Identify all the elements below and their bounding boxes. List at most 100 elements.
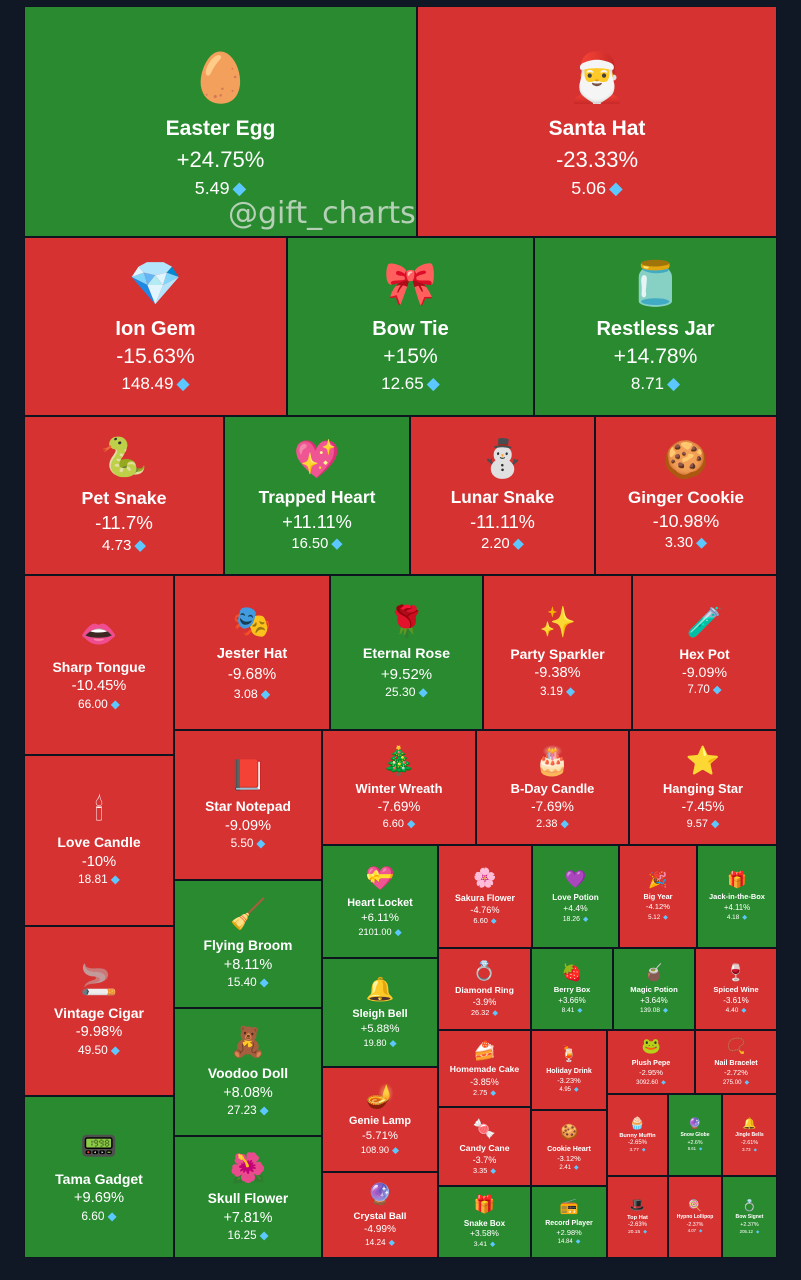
tile-holiday-drink[interactable]: 🍹 Holiday Drink -3.23% 4.95 ◆ xyxy=(531,1030,607,1110)
tile-ginger-cookie[interactable]: 🍪 Ginger Cookie -10.98% 3.30 ◆ xyxy=(595,416,777,575)
tile-price: 205.12 ◆ xyxy=(740,1229,760,1234)
plush-pepe-icon: 🐸 xyxy=(641,1038,661,1056)
tile-cookie-heart[interactable]: 🍪 Cookie Heart -3.12% 2.41 ◆ xyxy=(531,1110,607,1186)
tile-star-notepad[interactable]: 📕 Star Notepad -9.09% 5.50 ◆ xyxy=(174,730,322,880)
tile-jack-in-the-box[interactable]: 🎁 Jack-in-the-Box +4.11% 4.18 ◆ xyxy=(697,845,777,948)
tile-price: 4.07 ◆ xyxy=(688,1228,703,1234)
diamond-icon: ◆ xyxy=(490,916,497,926)
price-value: 4.40 xyxy=(725,1006,739,1014)
tile-eternal-rose[interactable]: 🌹 Eternal Rose +9.52% 25.30 ◆ xyxy=(330,575,483,730)
tile-change: +4.4% xyxy=(563,903,588,914)
tile-spiced-wine[interactable]: 🍷 Spiced Wine -3.61% 4.40 ◆ xyxy=(695,948,777,1030)
tile-name: Cookie Heart xyxy=(547,1144,591,1153)
tile-jingle-bells[interactable]: 🔔 Jingle Bells -2.61% 3.73 ◆ xyxy=(722,1094,777,1176)
record-player-icon: 📻 xyxy=(559,1198,579,1216)
tile-love-potion[interactable]: 💜 Love Potion +4.4% 18.26 ◆ xyxy=(532,845,619,948)
tile-change: +8.08% xyxy=(223,1084,273,1101)
tile-restless-jar[interactable]: 🫙 Restless Jar +14.78% 8.71 ◆ xyxy=(534,237,777,416)
tile-diamond-ring[interactable]: 💍 Diamond Ring -3.9% 26.32 ◆ xyxy=(438,948,531,1030)
tile-plush-pepe[interactable]: 🐸 Plush Pepe -2.95% 3092.60 ◆ xyxy=(607,1030,695,1094)
tile-heart-locket[interactable]: 💝 Heart Locket +6.11% 2101.00 ◆ xyxy=(322,845,438,958)
tile-price: 275.00 ◆ xyxy=(723,1079,749,1086)
tile-change: +7.81% xyxy=(223,1209,273,1226)
tile-price: 4.40 ◆ xyxy=(726,1007,747,1014)
tile-b-day-candle[interactable]: 🎂 B-Day Candle -7.69% 2.38 ◆ xyxy=(476,730,629,845)
tile-skull-flower[interactable]: 🌺 Skull Flower +7.81% 16.25 ◆ xyxy=(174,1136,322,1258)
price-value: 3.35 xyxy=(473,1165,488,1175)
star-notepad-icon: 📕 xyxy=(229,759,267,793)
tile-crystal-ball[interactable]: 🔮 Crystal Ball -4.99% 14.24 ◆ xyxy=(322,1172,438,1258)
snow-globe-icon: 🔮 xyxy=(688,1118,702,1131)
bunny-muffin-icon: 🧁 xyxy=(629,1116,646,1131)
diamond-icon: ◆ xyxy=(577,1006,583,1014)
eternal-rose-icon: 🌹 xyxy=(387,605,426,639)
tile-price: 4.18 ◆ xyxy=(727,914,747,921)
tile-name: Ginger Cookie xyxy=(628,488,744,508)
tile-big-year[interactable]: 🎉 Big Year -4.12% 5.12 ◆ xyxy=(619,845,697,948)
tile-name: Nail Bracelet xyxy=(714,1058,758,1067)
tile-name: Magic Potion xyxy=(630,984,678,994)
tile-love-candle[interactable]: 🕯 Love Candle -10% 18.81 ◆ xyxy=(24,755,174,926)
tile-genie-lamp[interactable]: 🪔 Genie Lamp -5.71% 108.90 ◆ xyxy=(322,1067,438,1172)
tile-price: 5.12 ◆ xyxy=(648,914,668,921)
tile-hanging-star[interactable]: ⭐ Hanging Star -7.45% 9.57 ◆ xyxy=(629,730,777,845)
tile-ion-gem[interactable]: 💎 Ion Gem -15.63% 148.49 ◆ xyxy=(24,237,287,416)
tile-sakura-flower[interactable]: 🌸 Sakura Flower -4.76% 6.60 ◆ xyxy=(438,845,532,948)
tile-bow-tie[interactable]: 🎀 Bow Tie +15% 12.65 ◆ xyxy=(287,237,534,416)
tile-pet-snake[interactable]: 🐍 Pet Snake -11.7% 4.73 ◆ xyxy=(24,416,224,575)
tile-name: Genie Lamp xyxy=(349,1114,411,1127)
tile-party-sparkler[interactable]: ✨ Party Sparkler -9.38% 3.19 ◆ xyxy=(483,575,632,730)
tile-lunar-snake[interactable]: ⛄ Lunar Snake -11.11% 2.20 ◆ xyxy=(410,416,595,575)
tile-price: 18.26 ◆ xyxy=(563,916,589,924)
price-value: 8.41 xyxy=(561,1006,575,1014)
tile-change: -3.12% xyxy=(557,1153,581,1163)
tile-name: Lunar Snake xyxy=(450,487,555,507)
tile-voodoo-doll[interactable]: 🧸 Voodoo Doll +8.08% 27.23 ◆ xyxy=(174,1008,322,1136)
tile-vintage-cigar[interactable]: 🚬 Vintage Cigar -9.98% 49.50 ◆ xyxy=(24,926,174,1096)
tile-jester-hat[interactable]: 🎭 Jester Hat -9.68% 3.08 ◆ xyxy=(174,575,330,730)
diamond-icon: ◆ xyxy=(259,976,269,990)
tile-change: +4.11% xyxy=(723,903,751,913)
tile-nail-bracelet[interactable]: 📿 Nail Bracelet -2.72% 275.00 ◆ xyxy=(695,1030,777,1094)
price-value: 9.57 xyxy=(686,817,708,830)
tile-bow-signet[interactable]: 💍 Bow Signet +2.37% 205.12 ◆ xyxy=(722,1176,777,1258)
tile-top-hat[interactable]: 🎩 Top Hat -2.63% 20.15 ◆ xyxy=(607,1176,668,1258)
tile-price: 4.95 ◆ xyxy=(559,1087,578,1094)
tile-tama-gadget[interactable]: 📟 Tama Gadget +9.69% 6.60 ◆ xyxy=(24,1096,174,1258)
tile-change: +3.66% xyxy=(558,996,586,1006)
tile-flying-broom[interactable]: 🧹 Flying Broom +8.11% 15.40 ◆ xyxy=(174,880,322,1008)
tile-trapped-heart[interactable]: 💖 Trapped Heart +11.11% 16.50 ◆ xyxy=(224,416,410,575)
tile-hex-pot[interactable]: 🧪 Hex Pot -9.09% 7.70 ◆ xyxy=(632,575,777,730)
diamond-icon: ◆ xyxy=(609,177,623,198)
diamond-icon: ◆ xyxy=(490,1240,496,1248)
tile-berry-box[interactable]: 🍓 Berry Box +3.66% 8.41 ◆ xyxy=(531,948,613,1030)
tile-bunny-muffin[interactable]: 🧁 Bunny Muffin -2.65% 3.77 ◆ xyxy=(607,1094,668,1176)
tile-price: 2.41 ◆ xyxy=(559,1165,578,1172)
tile-homemade-cake[interactable]: 🍰 Homemade Cake -3.85% 2.75 ◆ xyxy=(438,1030,531,1107)
tile-change: +5.88% xyxy=(360,1022,400,1035)
genie-lamp-icon: 🪔 xyxy=(365,1083,395,1110)
nail-bracelet-icon: 📿 xyxy=(726,1038,746,1056)
price-value: 14.84 xyxy=(557,1238,573,1245)
tile-candy-cane[interactable]: 🍬 Candy Cane -3.7% 3.35 ◆ xyxy=(438,1107,531,1186)
big-year-icon: 🎉 xyxy=(648,872,668,890)
tile-name: Hypno Lollipop xyxy=(676,1213,714,1220)
snake-box-icon: 🎁 xyxy=(473,1194,496,1215)
price-value: 3.77 xyxy=(629,1148,639,1154)
tile-sleigh-bell[interactable]: 🔔 Sleigh Bell +5.88% 19.80 ◆ xyxy=(322,958,438,1067)
tile-santa-hat[interactable]: 🎅 Santa Hat -23.33% 5.06 ◆ xyxy=(417,6,777,237)
tile-record-player[interactable]: 📻 Record Player +2.98% 14.84 ◆ xyxy=(531,1186,607,1258)
tile-winter-wreath[interactable]: 🎄 Winter Wreath -7.69% 6.60 ◆ xyxy=(322,730,476,845)
tile-snake-box[interactable]: 🎁 Snake Box +3.58% 3.41 ◆ xyxy=(438,1186,531,1258)
tile-name: Diamond Ring xyxy=(455,985,514,996)
tile-name: Vintage Cigar xyxy=(54,1004,144,1021)
diamond-icon: ◆ xyxy=(699,1145,703,1151)
tile-snow-globe[interactable]: 🔮 Snow Globe +2.6% 8.61 ◆ xyxy=(668,1094,722,1176)
tile-price: 2.20 ◆ xyxy=(481,536,524,553)
tile-sharp-tongue[interactable]: 👄 Sharp Tongue -10.45% 66.00 ◆ xyxy=(24,575,174,755)
tile-name: Snow Globe xyxy=(680,1131,710,1138)
tile-magic-potion[interactable]: 🧉 Magic Potion +3.64% 139.08 ◆ xyxy=(613,948,695,1030)
treemap: 🥚 Easter Egg +24.75% 5.49 ◆ 🎅 Santa Hat -23.33%… xyxy=(24,6,777,1258)
tile-hypno-lollipop[interactable]: 🍭 Hypno Lollipop -2.37% 4.07 ◆ xyxy=(668,1176,722,1258)
tile-easter-egg[interactable]: 🥚 Easter Egg +24.75% 5.49 ◆ xyxy=(24,6,417,237)
